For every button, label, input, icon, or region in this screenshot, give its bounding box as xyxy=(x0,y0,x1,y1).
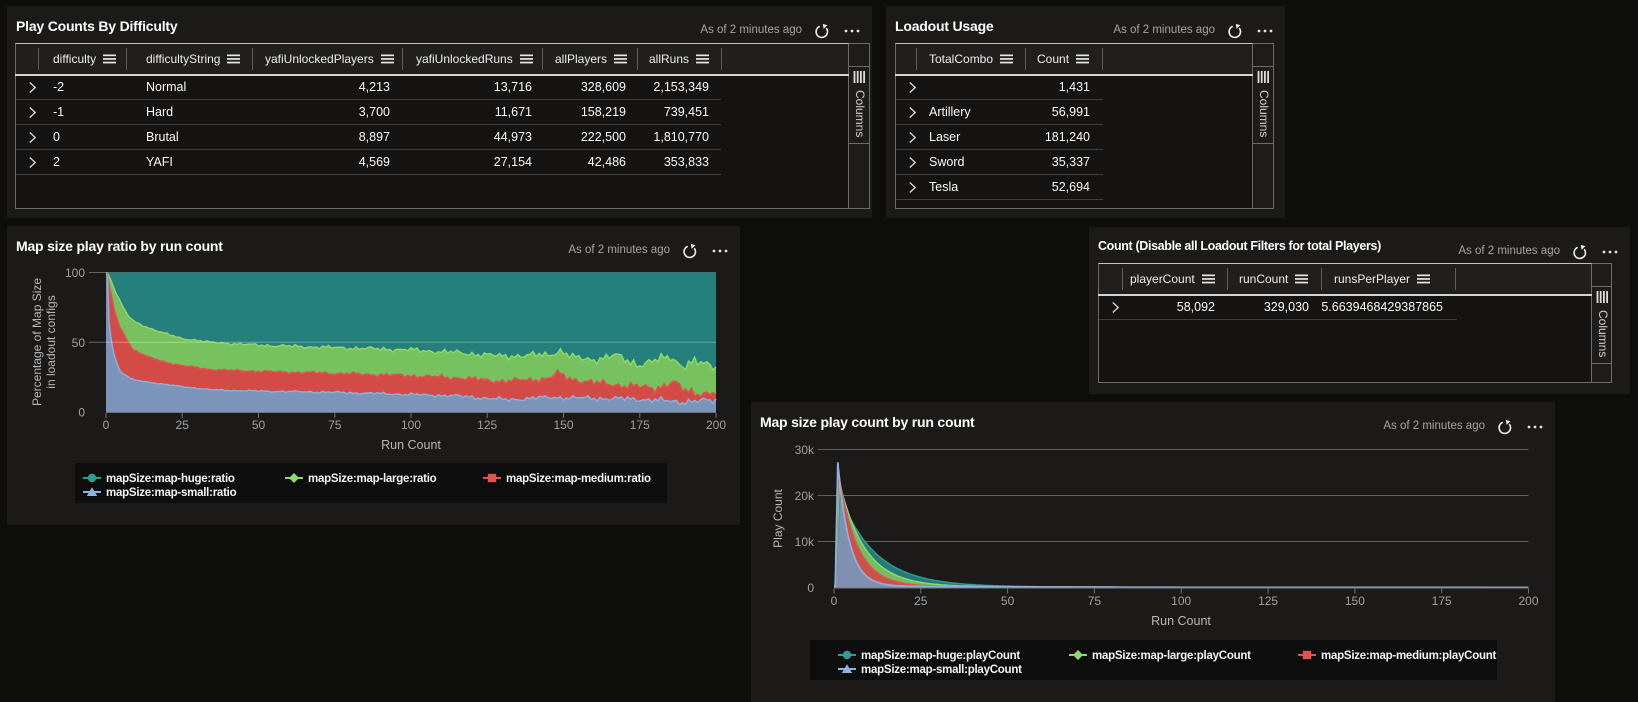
svg-text:mapSize:map-small:ratio: mapSize:map-small:ratio xyxy=(106,487,237,499)
svg-text:150: 150 xyxy=(1345,594,1365,608)
svg-text:175: 175 xyxy=(1432,594,1452,608)
svg-text:mapSize:map-huge:ratio: mapSize:map-huge:ratio xyxy=(106,473,235,485)
svg-text:125: 125 xyxy=(477,418,497,432)
svg-text:mapSize:map-medium:playCount: mapSize:map-medium:playCount xyxy=(1321,650,1497,662)
svg-text:mapSize:map-large:playCount: mapSize:map-large:playCount xyxy=(1092,650,1251,662)
svg-text:100: 100 xyxy=(1171,594,1191,608)
svg-text:50: 50 xyxy=(1001,594,1015,608)
svg-text:0: 0 xyxy=(78,406,85,420)
svg-text:75: 75 xyxy=(1088,594,1102,608)
svg-text:125: 125 xyxy=(1258,594,1278,608)
svg-text:0: 0 xyxy=(831,594,838,608)
svg-text:mapSize:map-medium:ratio: mapSize:map-medium:ratio xyxy=(506,473,651,485)
svg-text:175: 175 xyxy=(630,418,650,432)
svg-text:0: 0 xyxy=(103,418,110,432)
svg-text:100: 100 xyxy=(401,418,421,432)
svg-text:25: 25 xyxy=(914,594,928,608)
svg-text:200: 200 xyxy=(706,418,726,432)
svg-text:200: 200 xyxy=(1518,594,1538,608)
svg-text:150: 150 xyxy=(553,418,573,432)
svg-text:mapSize:map-small:playCount: mapSize:map-small:playCount xyxy=(861,664,1022,676)
svg-text:25: 25 xyxy=(176,418,190,432)
svg-text:10k: 10k xyxy=(795,535,815,549)
svg-text:30k: 30k xyxy=(795,443,815,457)
svg-text:75: 75 xyxy=(328,418,342,432)
svg-text:50: 50 xyxy=(252,418,266,432)
svg-text:20k: 20k xyxy=(795,489,815,503)
svg-text:0: 0 xyxy=(807,581,814,595)
svg-text:mapSize:map-huge:playCount: mapSize:map-huge:playCount xyxy=(861,650,1020,662)
svg-text:Play Count: Play Count xyxy=(771,488,785,547)
svg-text:50: 50 xyxy=(72,336,86,350)
svg-text:Run Count: Run Count xyxy=(381,438,441,452)
svg-text:Percentage of Map Size: Percentage of Map Size xyxy=(30,278,44,406)
svg-text:mapSize:map-large:ratio: mapSize:map-large:ratio xyxy=(308,473,437,485)
svg-text:in loadout configs: in loadout configs xyxy=(44,295,58,388)
svg-text:Run Count: Run Count xyxy=(1151,614,1211,628)
svg-text:100: 100 xyxy=(65,266,85,280)
